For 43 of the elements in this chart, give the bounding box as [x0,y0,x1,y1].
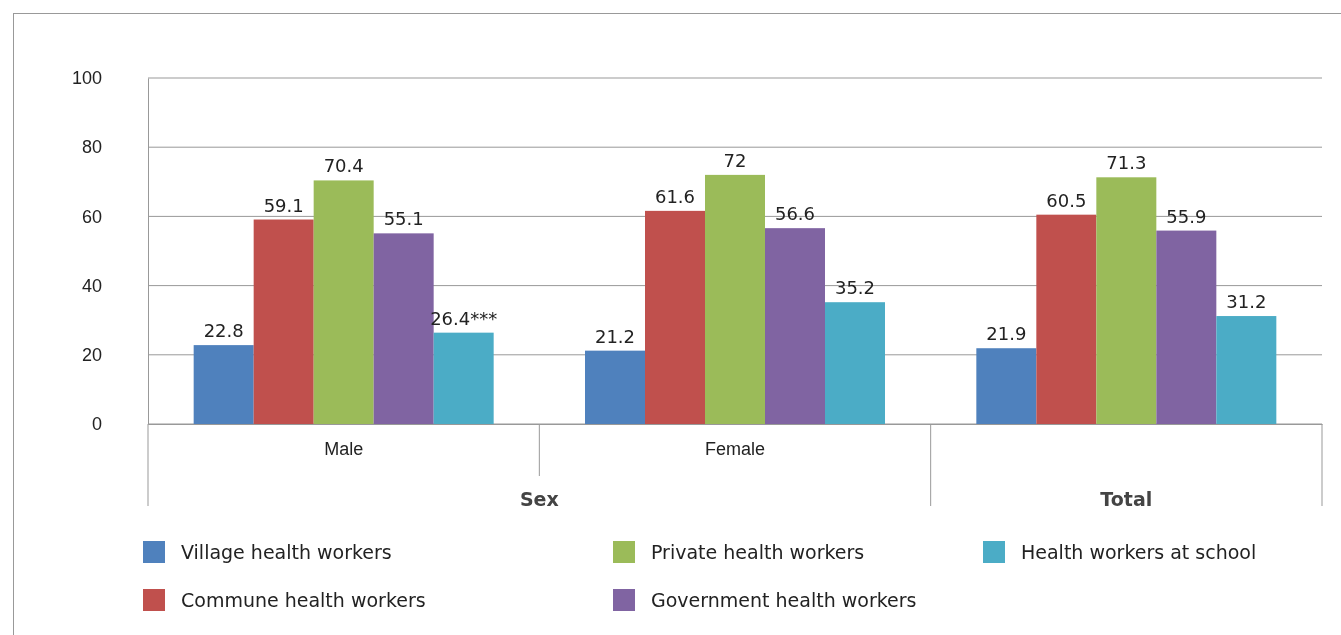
bar [765,228,825,424]
data-label: 70.4 [323,155,364,177]
text: Sex [519,488,559,510]
data-label: 72 [723,149,747,171]
bar [825,302,885,424]
data-label: 59.1 [263,194,304,216]
data-label: 21.2 [594,325,636,347]
bar [1156,230,1217,424]
bar [193,345,254,424]
bar [705,174,765,424]
y-tick-label: 80 [81,137,102,158]
x-tick-label: Male [324,438,364,459]
bar [585,350,645,424]
y-tick-label: 100 [71,68,102,89]
legend-label: Private health workers [651,541,865,563]
y-tick-label: 20 [81,345,102,366]
data-label: 55.9 [1166,205,1207,227]
x-tick-label: Female [704,438,766,459]
legend-label: Village health workers [181,541,392,563]
data-label: 35.2 [834,277,876,299]
data-label: 31.2 [1226,291,1267,313]
data-label: 60.5 [1046,189,1087,211]
data-label: 22.8 [203,320,244,342]
data-label: 55.1 [383,208,424,230]
bar [1216,316,1277,424]
bar [433,332,494,424]
y-tick-label: 0 [91,414,102,435]
bar [976,348,1037,424]
data-label: 61.6 [654,185,696,207]
data-label: 21.9 [986,323,1027,345]
y-tick-label: 40 [81,275,102,296]
y-tick-label: 60 [81,206,102,227]
bar [1096,177,1157,424]
bar [253,219,314,424]
text: Total [1100,488,1153,510]
legend-label: Commune health workers [181,589,426,611]
data-label: 71.3 [1106,152,1147,174]
bar [1036,214,1097,424]
bar [645,210,705,424]
bar [313,180,374,424]
data-label: 56.6 [774,203,816,225]
legend-label: Government health workers [651,589,917,611]
legend-label: Health workers at school [1021,541,1257,563]
